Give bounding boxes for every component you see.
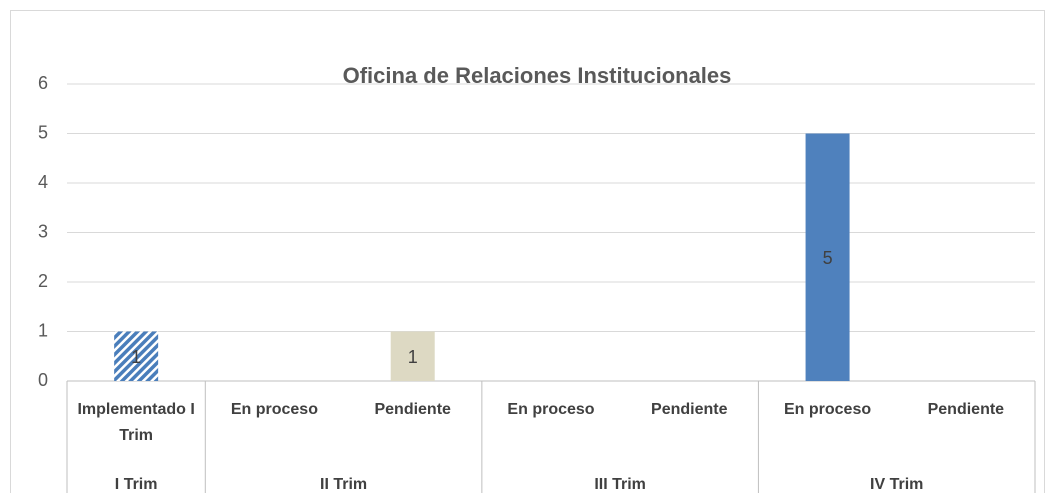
x-tick-label: Implementado I Trim <box>77 401 195 444</box>
x-tick-label: Pendiente <box>927 401 1005 418</box>
y-tick-label: 1 <box>38 320 48 340</box>
y-tick-label: 2 <box>38 271 48 291</box>
y-tick-label: 5 <box>38 122 48 142</box>
group-label: III Trim <box>594 476 646 493</box>
group-label: II Trim <box>320 476 368 493</box>
x-tick-label: En proceso <box>230 401 318 418</box>
x-tick-label: Pendiente <box>374 401 451 418</box>
data-label: 1 <box>131 347 141 367</box>
data-label: 1 <box>408 347 418 367</box>
group-label: I Trim <box>114 476 158 493</box>
y-tick-label: 4 <box>38 172 48 192</box>
y-tick-label: 6 <box>38 73 48 93</box>
bar <box>805 133 850 381</box>
x-tick-label: Pendiente <box>651 401 728 418</box>
group-label: IV Trim <box>870 476 924 493</box>
chart-border <box>10 10 1045 493</box>
bar <box>114 331 159 381</box>
bar <box>390 331 435 381</box>
data-label: 5 <box>823 248 833 268</box>
x-tick-label: En proceso <box>507 401 595 418</box>
x-tick-label: En proceso <box>783 401 872 418</box>
y-tick-label: 3 <box>38 221 48 241</box>
y-tick-label: 0 <box>38 370 48 390</box>
